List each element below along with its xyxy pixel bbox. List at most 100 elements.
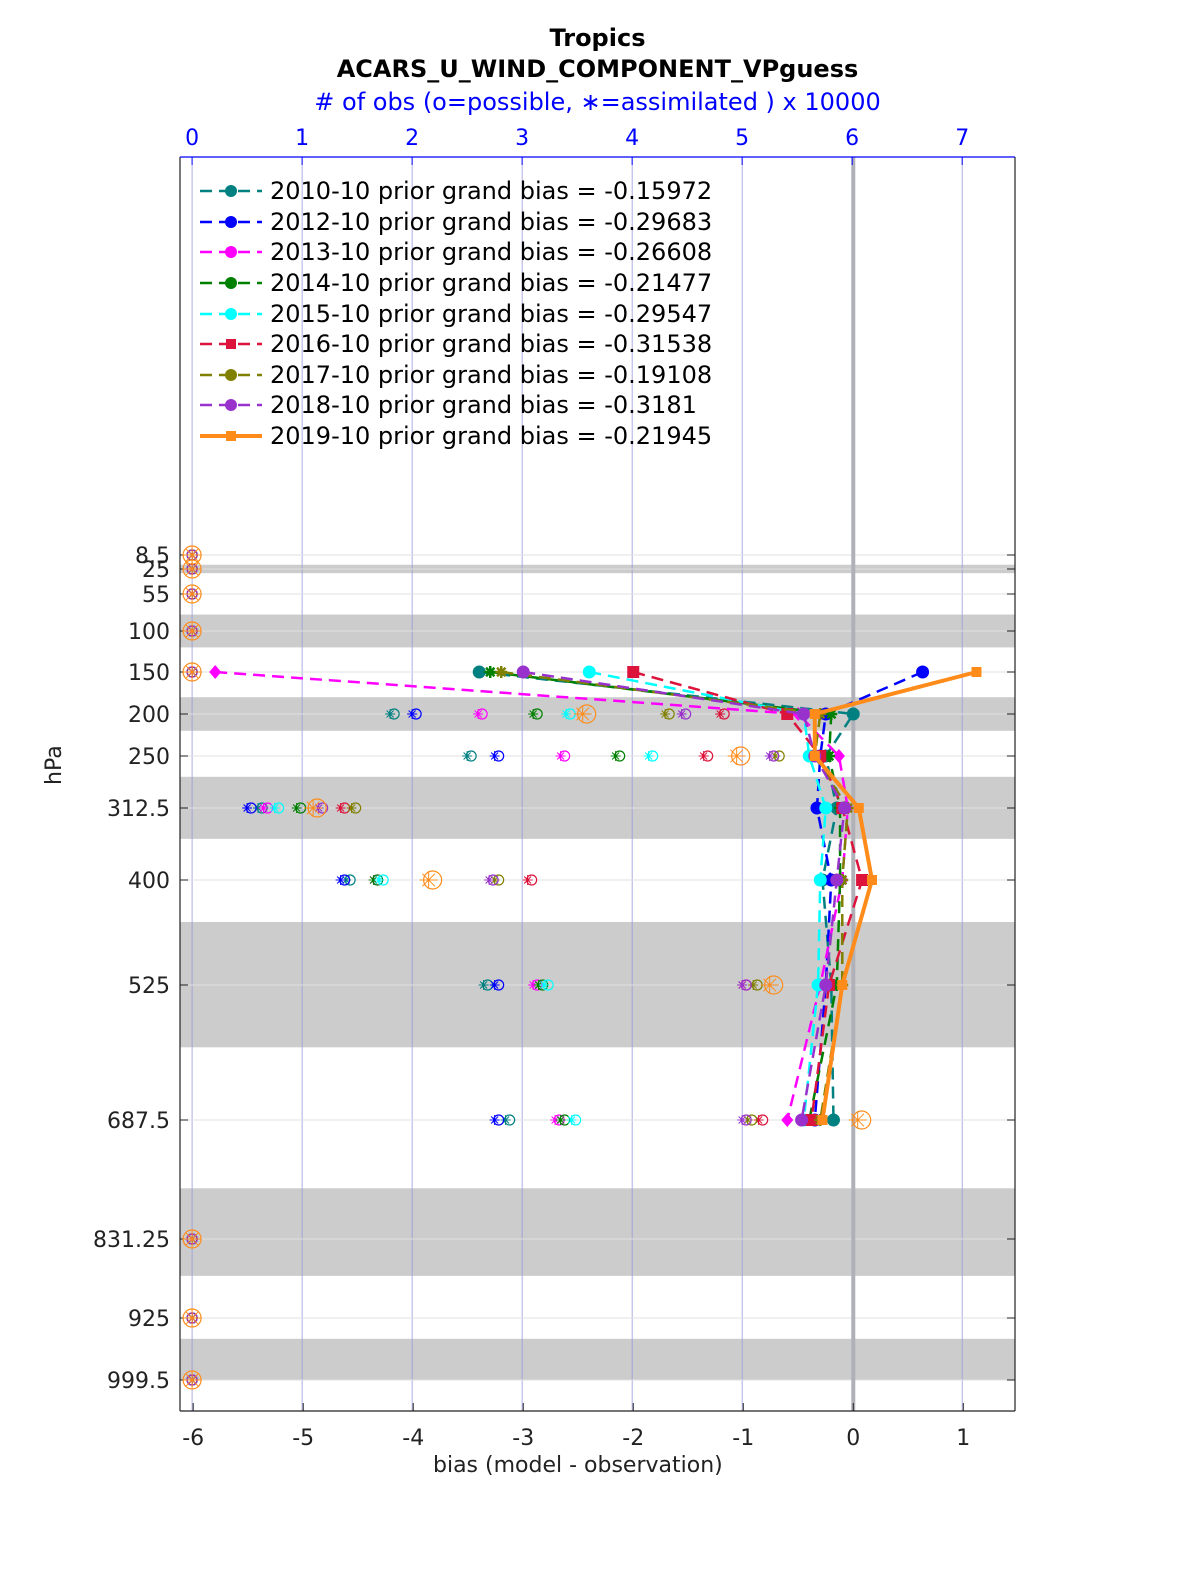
obs-assimilated-marker bbox=[407, 709, 418, 719]
data-point bbox=[825, 708, 838, 720]
data-point bbox=[516, 665, 530, 679]
obs-assimilated-marker bbox=[753, 1115, 764, 1125]
obs-assimilated-marker bbox=[183, 585, 202, 603]
obs-assimilated-marker bbox=[573, 705, 592, 723]
data-point bbox=[809, 751, 820, 761]
y-tick-label: 525 bbox=[128, 974, 170, 999]
obs-assimilated-marker bbox=[737, 980, 748, 990]
data-point bbox=[495, 666, 508, 678]
obs-assimilated-marker bbox=[715, 709, 726, 719]
obs-assimilated-marker bbox=[183, 1309, 202, 1327]
data-point bbox=[826, 1113, 840, 1127]
legend-item: 2012-10 prior grand bias = -0.29683 bbox=[198, 207, 712, 238]
legend-item: 2014-10 prior grand bias = -0.21477 bbox=[198, 268, 712, 299]
series-line bbox=[490, 670, 842, 1121]
y-tick-label: 250 bbox=[128, 745, 170, 770]
obs-assimilated-marker bbox=[489, 980, 500, 990]
data-point bbox=[971, 667, 982, 677]
legend-swatch bbox=[200, 307, 262, 320]
top-tick-label: 0 bbox=[185, 126, 199, 151]
y-tick-label: 200 bbox=[128, 703, 170, 728]
obs-assimilated-marker bbox=[368, 875, 379, 885]
obs-assimilated-marker bbox=[742, 1115, 753, 1125]
obs-assimilated-marker bbox=[737, 1115, 748, 1125]
x-tick-label: 1 bbox=[956, 1426, 970, 1451]
data-point bbox=[837, 801, 851, 815]
data-point bbox=[472, 665, 486, 679]
legend-swatch bbox=[200, 431, 262, 442]
obs-assimilated-marker bbox=[183, 1230, 202, 1248]
obs-assimilated-marker bbox=[727, 747, 746, 765]
x-tick-label: -3 bbox=[512, 1426, 534, 1451]
chart-subtitle: ACARS_U_WIND_COMPONENT_VPguess bbox=[336, 55, 859, 83]
y-tick-label: 25 bbox=[142, 558, 170, 583]
obs-assimilated-marker bbox=[770, 751, 781, 761]
data-point bbox=[805, 1114, 818, 1126]
obs-assimilated-marker bbox=[522, 875, 533, 885]
obs-assimilated-marker bbox=[335, 875, 346, 885]
top-tick-label: 3 bbox=[515, 126, 529, 151]
y-tick-label: 150 bbox=[128, 661, 170, 686]
y-tick-label: 100 bbox=[128, 620, 170, 645]
obs-assimilated-marker bbox=[346, 803, 357, 813]
legend-label: 2019-10 prior grand bias = -0.21945 bbox=[270, 422, 713, 451]
data-point bbox=[627, 666, 640, 678]
data-point bbox=[846, 707, 860, 721]
data-point bbox=[817, 1115, 828, 1125]
top-tick-label: 2 bbox=[405, 126, 419, 151]
obs-assimilated-marker bbox=[764, 751, 775, 761]
legend-swatch bbox=[200, 277, 262, 290]
legend-swatch bbox=[200, 185, 262, 198]
data-point bbox=[797, 707, 811, 721]
data-point bbox=[819, 978, 833, 992]
x-tick-label: -6 bbox=[182, 1426, 204, 1451]
legend-item: 2016-10 prior grand bias = -0.31538 bbox=[198, 329, 712, 360]
legend: 2010-10 prior grand bias = -0.15972 2012-… bbox=[198, 176, 712, 451]
obs-assimilated-marker bbox=[533, 980, 544, 990]
series-line bbox=[632, 670, 864, 1121]
obs-assimilated-marker bbox=[528, 709, 539, 719]
x-tick-label: -2 bbox=[622, 1426, 644, 1451]
data-point bbox=[832, 749, 845, 763]
legend-item: 2013-10 prior grand bias = -0.26608 bbox=[198, 237, 712, 268]
series-line bbox=[589, 670, 828, 1121]
obs-assimilated-marker bbox=[760, 976, 779, 994]
data-point bbox=[809, 709, 820, 719]
obs-assimilated-marker bbox=[183, 622, 202, 640]
y-tick-label: 312.5 bbox=[107, 797, 170, 822]
legend-label: 2014-10 prior grand bias = -0.21477 bbox=[270, 269, 713, 298]
obs-assimilated-marker bbox=[489, 751, 500, 761]
obs-assimilated-marker bbox=[698, 751, 709, 761]
x-axis-label: bias (model - observation) bbox=[433, 1453, 723, 1478]
obs-assimilated-marker bbox=[848, 1111, 867, 1129]
obs-assimilated-marker bbox=[473, 709, 484, 719]
data-point bbox=[781, 1113, 794, 1127]
y-tick-label: 687.5 bbox=[107, 1109, 170, 1134]
legend-label: 2010-10 prior grand bias = -0.15972 bbox=[270, 177, 713, 206]
data-point bbox=[823, 750, 836, 762]
legend-label: 2018-10 prior grand bias = -0.3181 bbox=[270, 391, 697, 420]
y-tick-label: 400 bbox=[128, 869, 170, 894]
data-point bbox=[916, 665, 930, 679]
obs-assimilated-marker bbox=[610, 751, 621, 761]
legend-label: 2016-10 prior grand bias = -0.31538 bbox=[270, 330, 713, 359]
obs-assimilated-marker bbox=[676, 709, 687, 719]
y-tick-label: 55 bbox=[142, 583, 170, 608]
obs-assimilated-marker bbox=[335, 803, 346, 813]
y-tick-label: 8.5 bbox=[135, 544, 170, 569]
y-tick-label: 999.5 bbox=[107, 1369, 170, 1394]
obs-assimilated-marker bbox=[183, 663, 202, 681]
obs-assimilated-marker bbox=[341, 875, 352, 885]
obs-assimilated-marker bbox=[660, 709, 671, 719]
obs-assimilated-marker bbox=[478, 980, 489, 990]
obs-assimilated-marker bbox=[500, 1115, 511, 1125]
legend-item: 2018-10 prior grand bias = -0.3181 bbox=[198, 390, 712, 421]
obs-assimilated-marker bbox=[269, 803, 280, 813]
data-point bbox=[819, 801, 833, 815]
obs-assimilated-marker bbox=[539, 980, 550, 990]
legend-label: 2012-10 prior grand bias = -0.29683 bbox=[270, 207, 713, 236]
shaded-layer bbox=[180, 1188, 1015, 1276]
obs-assimilated-marker bbox=[304, 799, 323, 817]
legend-item: 2019-10 prior grand bias = -0.21945 bbox=[198, 421, 712, 452]
